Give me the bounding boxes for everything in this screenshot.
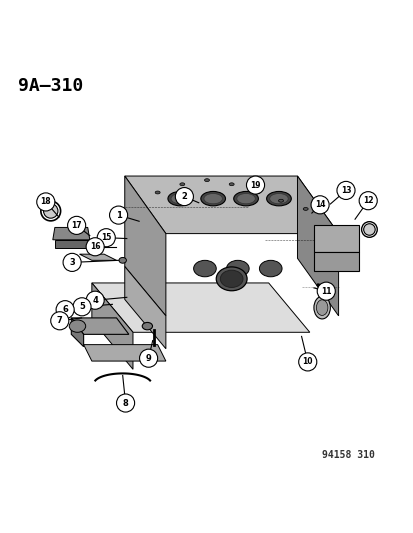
Polygon shape (124, 176, 166, 316)
Text: 2: 2 (181, 192, 187, 201)
Ellipse shape (316, 300, 327, 316)
Polygon shape (53, 228, 90, 240)
Circle shape (298, 353, 316, 371)
Polygon shape (79, 254, 116, 260)
Circle shape (116, 394, 134, 412)
Text: 15: 15 (101, 233, 111, 242)
Circle shape (109, 206, 127, 224)
Ellipse shape (226, 260, 249, 277)
Polygon shape (313, 225, 358, 252)
Circle shape (73, 298, 91, 316)
Polygon shape (71, 318, 128, 334)
Text: 5: 5 (79, 302, 85, 311)
Circle shape (86, 291, 104, 309)
Polygon shape (92, 283, 309, 332)
Polygon shape (92, 283, 133, 369)
Ellipse shape (220, 270, 242, 287)
Circle shape (175, 188, 193, 206)
Polygon shape (124, 176, 338, 233)
Circle shape (51, 312, 69, 330)
Polygon shape (83, 345, 166, 361)
Text: 4: 4 (92, 296, 98, 305)
Ellipse shape (204, 193, 222, 204)
Ellipse shape (142, 322, 152, 330)
Text: 16: 16 (90, 243, 100, 251)
Text: 9: 9 (145, 354, 151, 362)
Ellipse shape (236, 193, 255, 204)
Text: 12: 12 (362, 196, 373, 205)
Ellipse shape (168, 191, 192, 206)
Circle shape (246, 176, 264, 194)
Text: 3: 3 (69, 258, 75, 267)
Ellipse shape (193, 260, 216, 277)
Circle shape (97, 229, 115, 247)
Ellipse shape (216, 267, 247, 291)
Ellipse shape (278, 199, 283, 202)
Ellipse shape (200, 191, 225, 206)
Ellipse shape (119, 257, 126, 263)
Text: 17: 17 (71, 221, 82, 230)
Ellipse shape (266, 191, 291, 206)
Ellipse shape (229, 183, 234, 185)
Circle shape (310, 196, 328, 214)
Text: 19: 19 (250, 181, 260, 190)
Circle shape (316, 282, 335, 300)
Text: 11: 11 (320, 287, 331, 296)
Polygon shape (71, 318, 83, 346)
Ellipse shape (253, 191, 258, 194)
Ellipse shape (259, 260, 281, 277)
Polygon shape (124, 266, 166, 349)
Circle shape (358, 192, 376, 210)
Circle shape (63, 253, 81, 271)
Text: 18: 18 (40, 197, 51, 206)
Circle shape (56, 301, 74, 319)
Circle shape (37, 193, 55, 211)
Circle shape (336, 181, 354, 199)
Text: 9A–310: 9A–310 (18, 77, 83, 95)
Polygon shape (297, 176, 338, 316)
Ellipse shape (363, 224, 374, 235)
Ellipse shape (171, 193, 189, 204)
Ellipse shape (233, 191, 258, 206)
Circle shape (86, 238, 104, 256)
Text: 14: 14 (314, 200, 325, 209)
Text: 6: 6 (62, 305, 68, 314)
Text: 94158 310: 94158 310 (321, 450, 374, 460)
Ellipse shape (313, 296, 330, 319)
Polygon shape (55, 240, 90, 248)
Ellipse shape (155, 191, 160, 194)
Text: 8: 8 (122, 399, 128, 408)
Ellipse shape (302, 207, 307, 211)
Text: 13: 13 (340, 186, 350, 195)
Ellipse shape (179, 183, 184, 185)
Text: 10: 10 (302, 358, 312, 366)
Ellipse shape (43, 204, 58, 218)
Circle shape (139, 349, 157, 367)
Circle shape (67, 216, 85, 235)
Ellipse shape (69, 320, 85, 332)
Text: 1: 1 (115, 211, 121, 220)
Text: 7: 7 (57, 316, 62, 325)
Ellipse shape (269, 193, 287, 204)
Polygon shape (313, 252, 358, 271)
Ellipse shape (204, 179, 209, 182)
